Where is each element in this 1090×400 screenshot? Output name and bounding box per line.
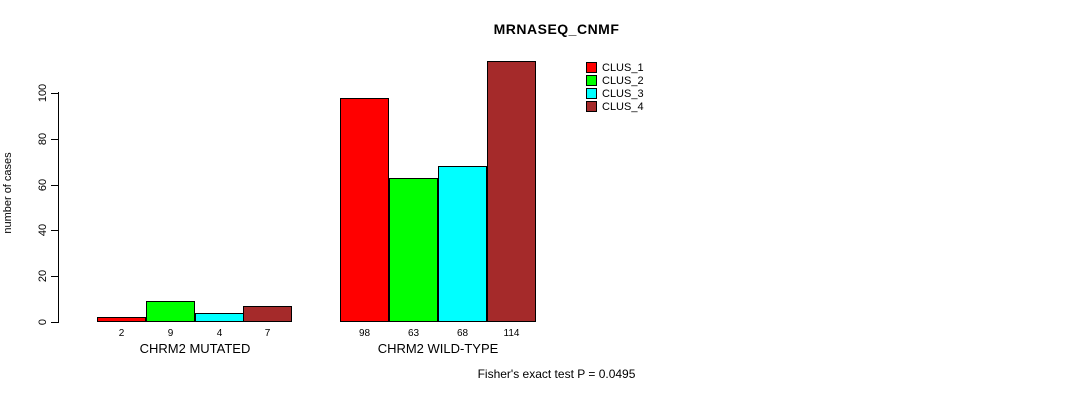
bar-value-label: 63 bbox=[407, 328, 420, 339]
y-axis-line bbox=[58, 92, 59, 323]
y-tick-mark bbox=[51, 93, 58, 94]
legend-swatch-icon bbox=[586, 62, 597, 73]
legend-item-clus_2: CLUS_2 bbox=[586, 74, 644, 87]
chart-title: MRNASEQ_CNMF bbox=[493, 21, 620, 37]
y-tick-label: 100 bbox=[37, 83, 49, 103]
legend-swatch-icon bbox=[586, 101, 597, 112]
legend-item-label: CLUS_2 bbox=[602, 74, 644, 87]
bar-clus_2-mutated bbox=[146, 301, 195, 322]
bar-value-label: 2 bbox=[118, 328, 125, 339]
legend-swatch-icon bbox=[586, 88, 597, 99]
bar-clus_3-wild-type bbox=[438, 166, 487, 322]
annotation-text: Fisher's exact test P = 0.0495 bbox=[477, 367, 636, 381]
y-tick-mark bbox=[51, 185, 58, 186]
legend-item-clus_3: CLUS_3 bbox=[586, 87, 644, 100]
group-label: CHRM2 WILD-TYPE bbox=[377, 341, 499, 356]
bar-clus_4-mutated bbox=[243, 306, 292, 322]
y-tick-label: 20 bbox=[37, 269, 49, 283]
y-tick-label: 80 bbox=[37, 132, 49, 146]
legend-swatch-icon bbox=[586, 75, 597, 86]
legend-item-label: CLUS_4 bbox=[602, 100, 644, 113]
legend-item-label: CLUS_3 bbox=[602, 87, 644, 100]
y-tick-label: 0 bbox=[37, 318, 49, 326]
legend-item-clus_4: CLUS_4 bbox=[586, 100, 644, 113]
bar-clus_1-mutated bbox=[97, 317, 146, 322]
y-tick-label: 60 bbox=[37, 178, 49, 192]
bar-value-label: 4 bbox=[216, 328, 223, 339]
legend: CLUS_1 CLUS_2 CLUS_3 CLUS_4 bbox=[586, 61, 644, 113]
y-axis-label: number of cases bbox=[2, 152, 14, 234]
y-tick-mark bbox=[51, 322, 58, 323]
bar-value-label: 9 bbox=[167, 328, 174, 339]
bar-value-label: 98 bbox=[358, 328, 371, 339]
legend-item-clus_1: CLUS_1 bbox=[586, 61, 644, 74]
y-tick-mark bbox=[51, 230, 58, 231]
legend-item-label: CLUS_1 bbox=[602, 61, 644, 74]
y-tick-mark bbox=[51, 276, 58, 277]
bar-clus_3-mutated bbox=[195, 313, 244, 322]
bar-value-label: 114 bbox=[503, 328, 520, 339]
group-label: CHRM2 MUTATED bbox=[139, 341, 251, 356]
bar-clus_4-wild-type bbox=[487, 61, 536, 322]
y-tick-label: 40 bbox=[37, 223, 49, 237]
bar-value-label: 7 bbox=[264, 328, 271, 339]
bar-value-label: 68 bbox=[456, 328, 469, 339]
y-tick-mark bbox=[51, 139, 58, 140]
bar-clus_2-wild-type bbox=[389, 178, 438, 322]
bar-clus_1-wild-type bbox=[340, 98, 389, 322]
